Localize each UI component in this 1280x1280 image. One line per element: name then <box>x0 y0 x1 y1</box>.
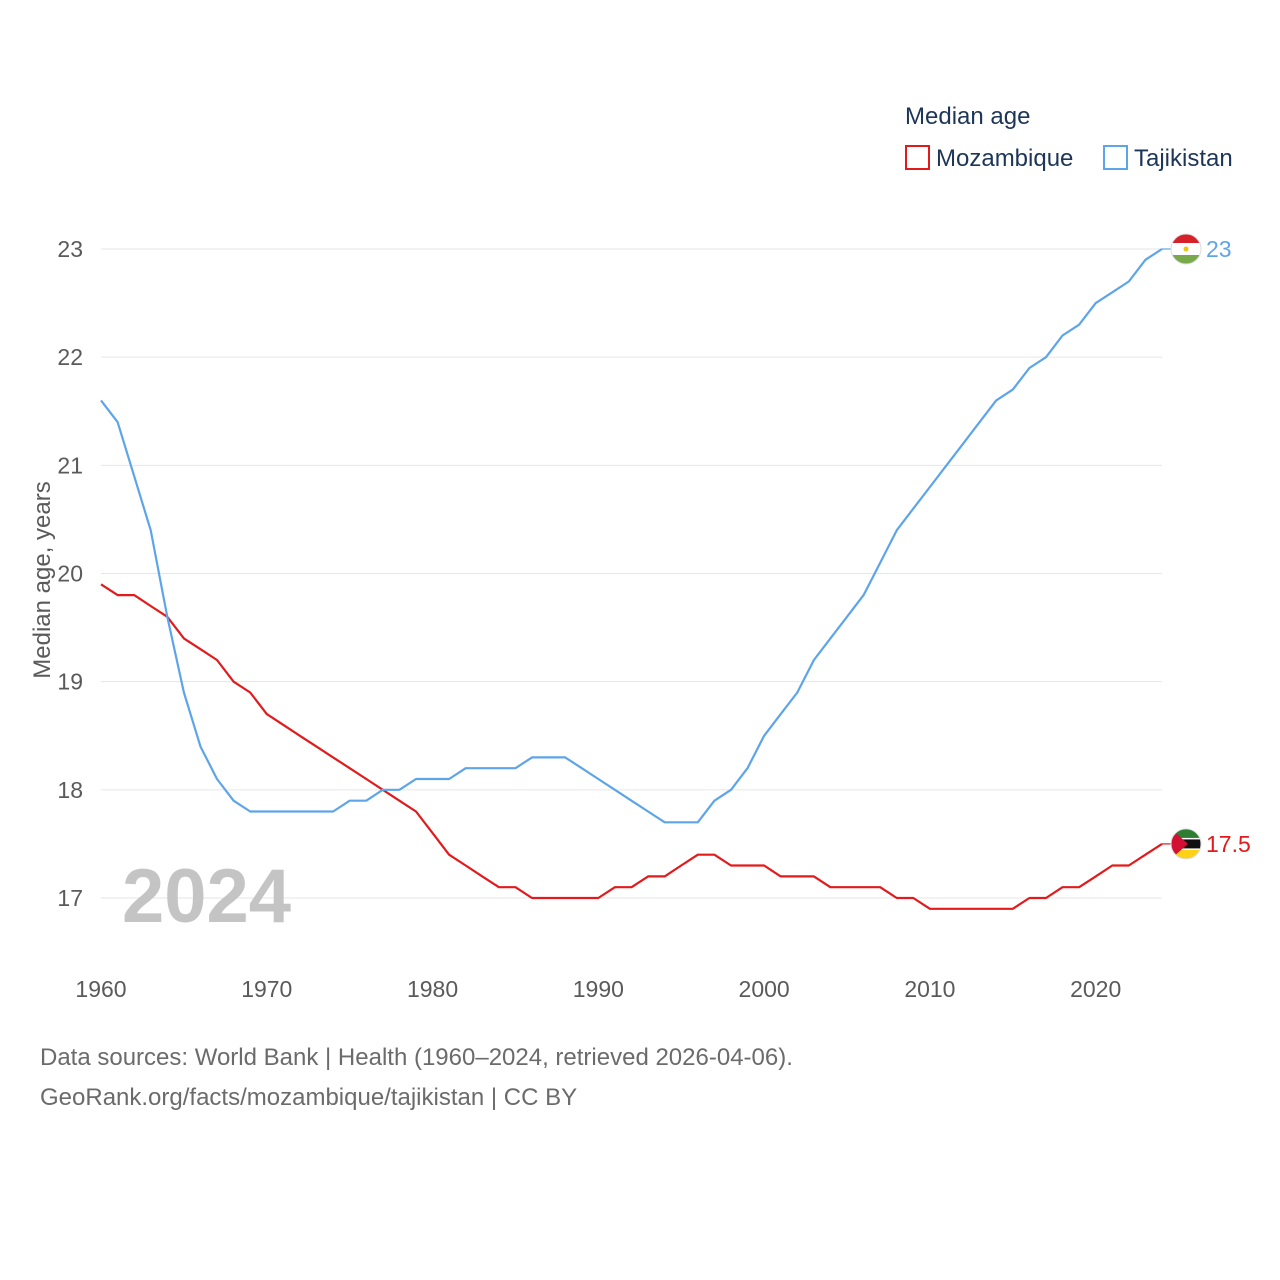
x-tick-2010: 2010 <box>904 976 955 1002</box>
y-tick-20: 20 <box>57 561 83 587</box>
license-note: GeoRank.org/facts/mozambique/tajikistan … <box>40 1084 578 1111</box>
series-line-mozambique <box>100 583 1163 910</box>
x-tick-1970: 1970 <box>241 976 292 1002</box>
x-tick-2020: 2020 <box>1070 976 1121 1002</box>
x-tick-1980: 1980 <box>407 976 458 1002</box>
legend-label-mozambique: Mozambique <box>936 145 1073 172</box>
end-label-mozambique: 17.5 <box>1206 831 1251 857</box>
y-tick-18: 18 <box>57 777 83 803</box>
y-tick-19: 19 <box>57 669 83 695</box>
current-year-label: 2024 <box>122 854 291 939</box>
series-lines <box>100 248 1163 910</box>
end-label-tajikistan: 23 <box>1206 236 1232 262</box>
y-tick-17: 17 <box>57 885 83 911</box>
legend-swatch-mozambique <box>905 145 930 170</box>
series-line-tajikistan <box>100 248 1163 824</box>
x-tick-2000: 2000 <box>739 976 790 1002</box>
legend-swatch-tajikistan <box>1103 145 1128 170</box>
x-tick-1990: 1990 <box>573 976 624 1002</box>
legend: Median age Mozambique Tajikistan <box>905 103 1233 172</box>
flag-mozambique-icon <box>1170 828 1202 860</box>
legend-title: Median age <box>905 103 1030 130</box>
flag-tajikistan-icon <box>1170 233 1202 265</box>
y-axis-label: Median age, years <box>29 481 56 678</box>
y-tick-22: 22 <box>57 344 83 370</box>
source-note: Data sources: World Bank | Health (1960–… <box>40 1044 793 1071</box>
y-axis-ticks: 17 18 19 20 21 22 23 <box>57 236 83 911</box>
x-axis-ticks: 1960 1970 1980 1990 2000 2010 2020 <box>75 976 1121 1002</box>
legend-label-tajikistan: Tajikistan <box>1134 145 1233 172</box>
y-tick-23: 23 <box>57 236 83 262</box>
y-tick-21: 21 <box>57 452 83 478</box>
grid-lines <box>101 248 1162 899</box>
end-markers: 17.5 23 <box>1162 233 1251 860</box>
x-tick-1960: 1960 <box>75 976 126 1002</box>
